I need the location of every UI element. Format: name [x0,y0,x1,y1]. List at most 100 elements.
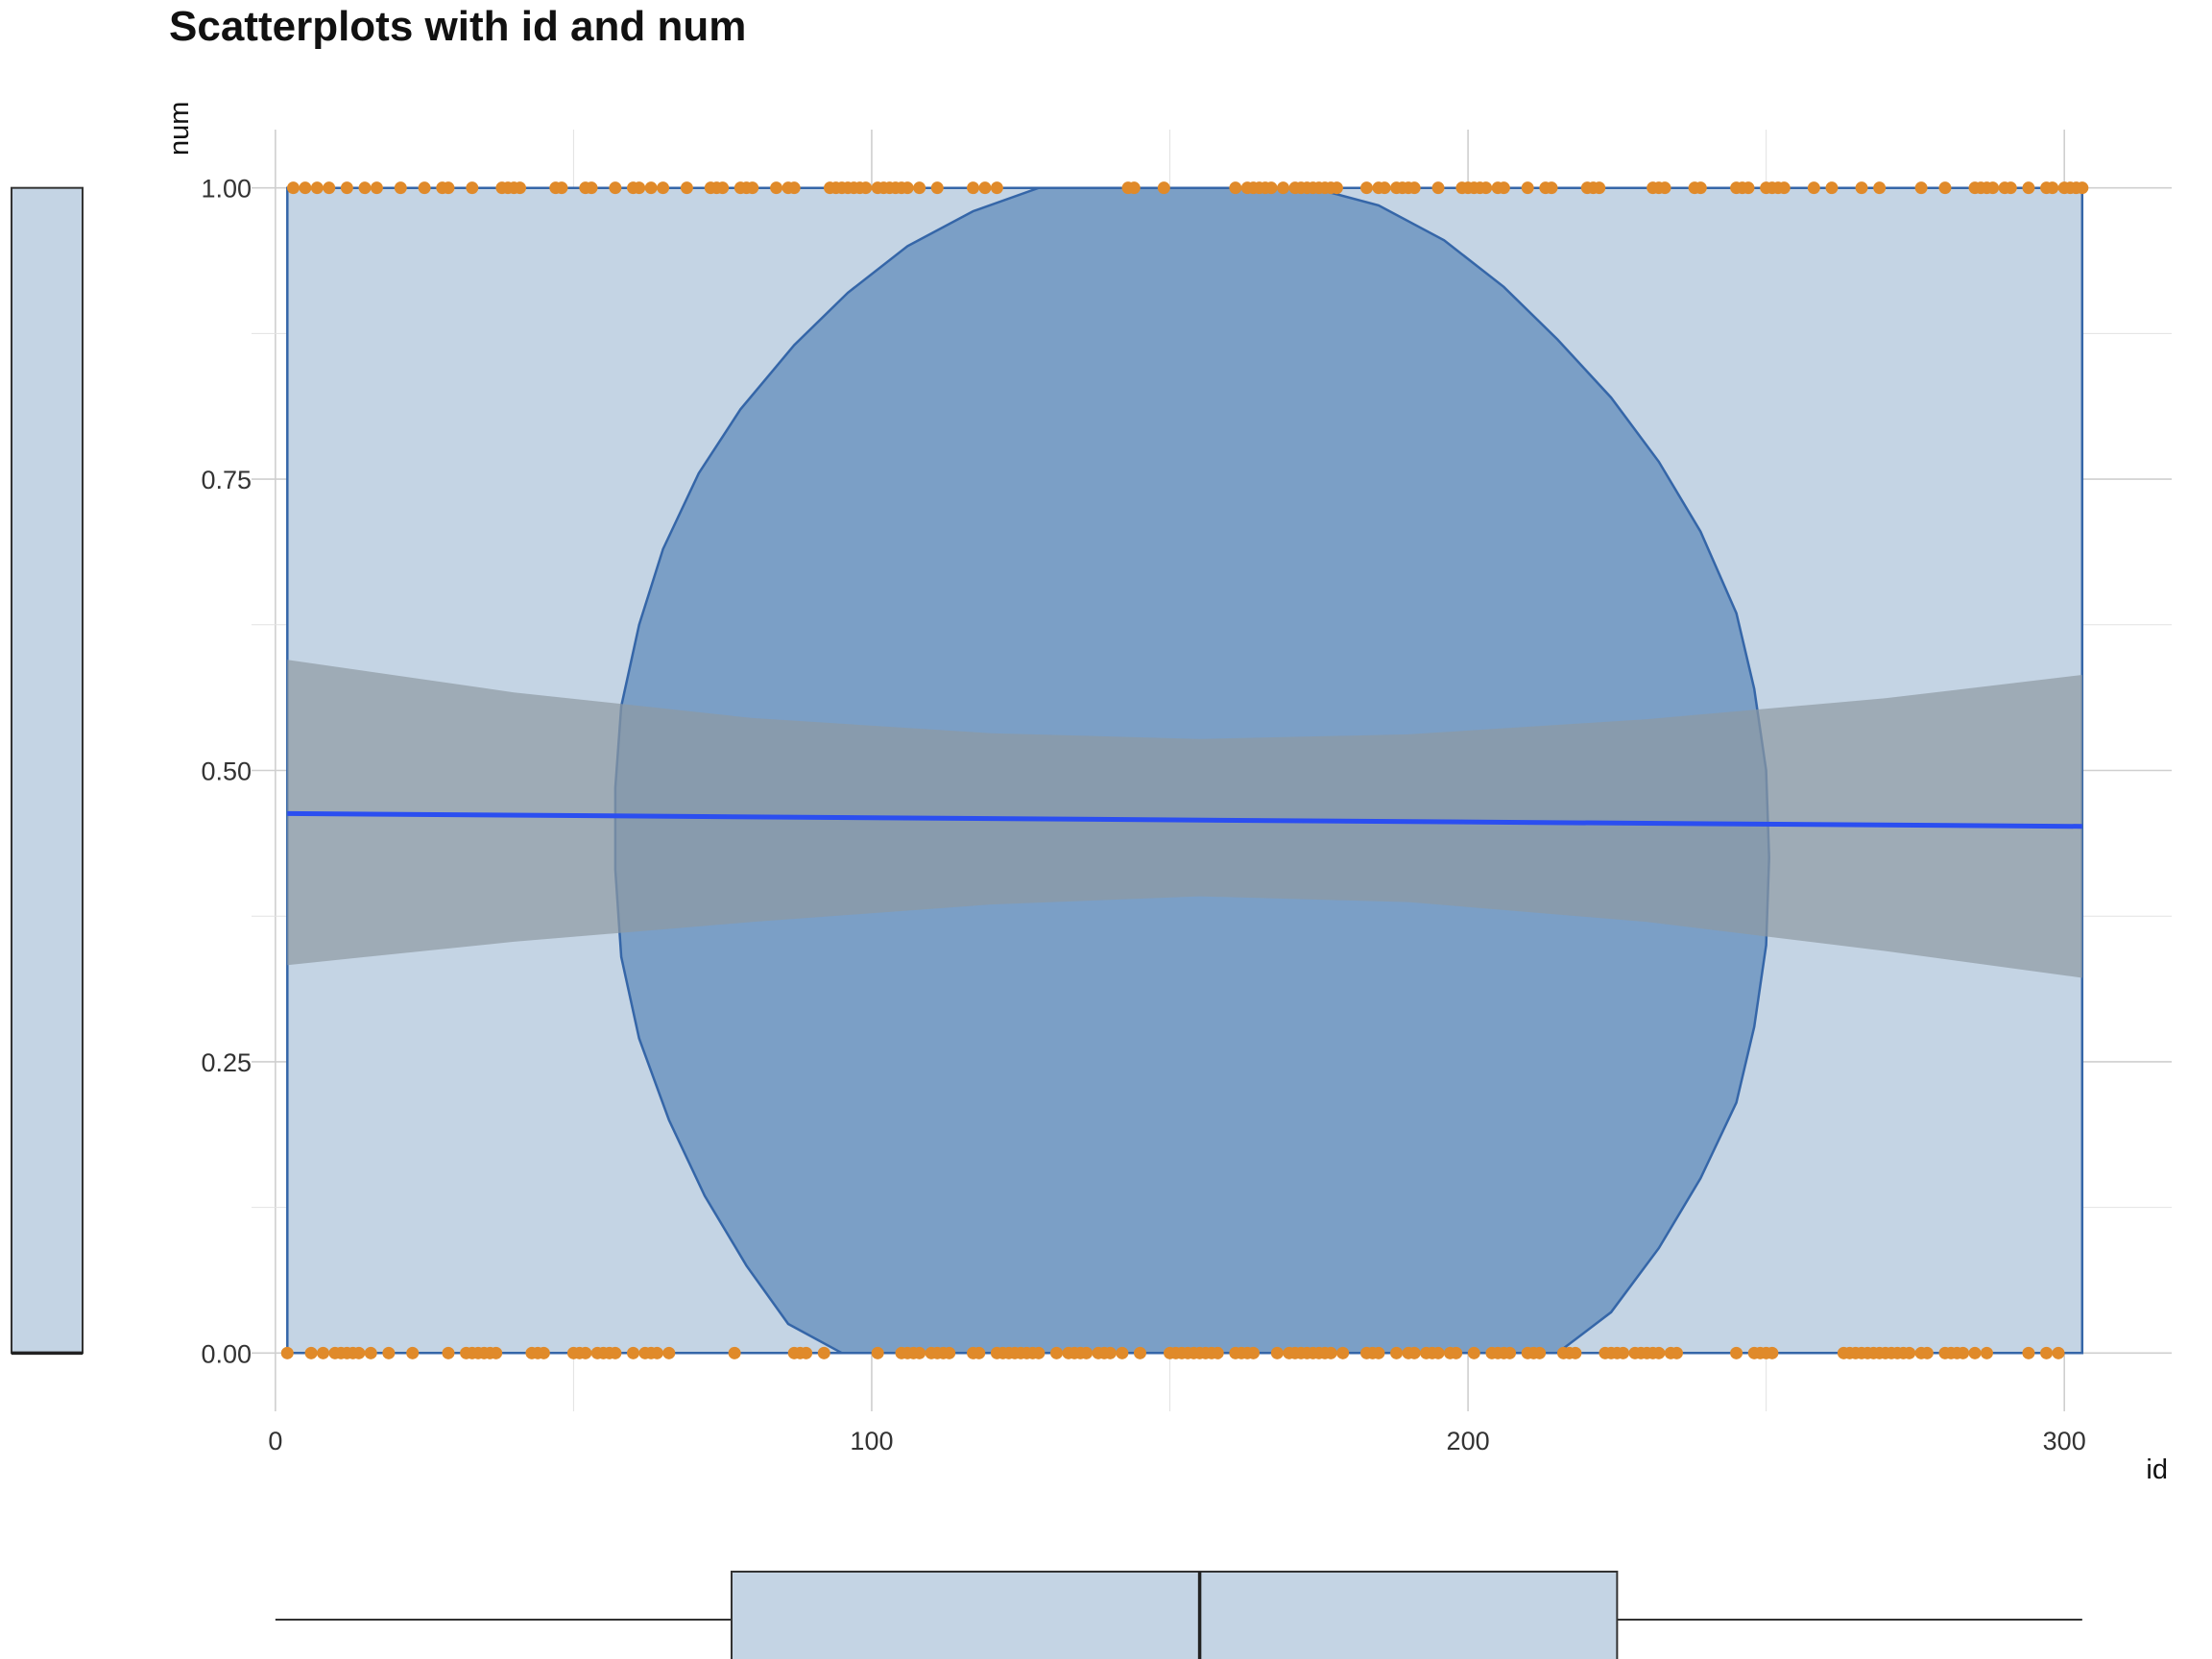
scatter-point [1390,1346,1404,1359]
scatter-point [310,181,324,195]
scatter-point [1521,181,1534,195]
y-axis-title: num [164,102,195,156]
scatter-point [746,181,759,195]
scatter-point [967,181,980,195]
scatter-point [382,1346,396,1359]
y-tick-label: 0.50 [201,757,252,786]
scatter-point [943,1346,956,1359]
scatter-point [1050,1346,1064,1359]
scatter-point [323,181,336,195]
scatter-point [442,1346,455,1359]
scatter-point [627,1346,640,1359]
scatter-point [1032,1346,1046,1359]
scatter-point [1593,181,1606,195]
scatter-point [1431,181,1445,195]
scatter-point [358,181,372,195]
scatter-point [490,1346,503,1359]
scatter-point [1080,1346,1094,1359]
scatter-point [280,1346,294,1359]
scatter-point [340,181,353,195]
scatter-point [1658,181,1671,195]
scatter-point [2052,1346,2065,1359]
scatter-point [299,181,312,195]
scatter-point [304,1346,318,1359]
scatter-point [2040,1346,2054,1359]
scatter-point [1670,1346,1683,1359]
scatter-point [662,1346,676,1359]
scatter-point [650,1346,663,1359]
scatter-point [930,181,944,195]
scatter-points [280,181,2089,1359]
scatter-point [1407,181,1421,195]
scatter-point [1133,1346,1146,1359]
x-tick-label: 0 [268,1427,282,1455]
scatter-point [394,181,407,195]
scatter-point [1264,181,1278,195]
scatter-point [364,1346,377,1359]
scatter-point [716,181,730,195]
scatter-point [1825,181,1839,195]
scatter-point [1127,181,1141,195]
scatter-point [1497,181,1510,195]
scatter-point [2076,181,2089,195]
scatter-point [2022,1346,2035,1359]
scatter-point [990,181,1003,195]
scatter-point [1277,181,1290,195]
scatter-point [680,181,693,195]
regression-line [287,810,2082,830]
scatter-point [644,181,658,195]
fit-line-layer [287,810,2082,830]
scatter-point [1116,1346,1129,1359]
scatter-point [2046,181,2059,195]
scatter-point [442,181,455,195]
scatter-point [609,181,622,195]
scatter-point [657,181,670,195]
scatter-point [370,181,383,195]
chart-title: Scatterplots with id and num [169,3,746,50]
scatter-point [579,1346,592,1359]
scatter-point [1694,181,1707,195]
scatter-point [2022,181,2035,195]
scatter-point [555,181,568,195]
y-boxplot-box [11,186,84,1355]
scatter-point [317,1346,330,1359]
scatter-point [1330,181,1343,195]
x-marginal-boxplot [275,1571,2082,1659]
scatter-point [978,181,992,195]
scatter-point [1324,1346,1337,1359]
scatter-point [913,181,926,195]
scatter-point [871,1346,884,1359]
scatter-point [585,181,598,195]
scatter-point [1103,1346,1117,1359]
scatter-point [1777,181,1791,195]
scatter-point [1617,1346,1630,1359]
y-tick-label: 0.25 [201,1048,252,1077]
scatter-point [1652,1346,1666,1359]
scatter-point [1980,1346,1993,1359]
x-tick-label: 200 [1447,1427,1490,1455]
scatter-point [1503,1346,1517,1359]
y-tick-label: 0.00 [201,1339,252,1368]
y-marginal-boxplot [11,186,84,1356]
scatter-point [1855,181,1868,195]
scatter-point [1157,181,1170,195]
scatter-point [1450,1346,1463,1359]
scatter-point [1938,181,1952,195]
scatter-point [1229,181,1242,195]
scatter-point [1920,1346,1934,1359]
scatter-point [1270,1346,1284,1359]
x-tick-label: 300 [2043,1427,2086,1455]
scatter-point [1766,1346,1779,1359]
scatter-point [1378,181,1391,195]
x-axis-ticks: 0 100 200 300 [268,1427,2085,1455]
scatter-point [1569,1346,1582,1359]
scatter-point [1968,1346,1982,1359]
scatter-point [787,181,801,195]
scatter-point [728,1346,741,1359]
scatter-point [1807,181,1820,195]
scatter-point [913,1346,926,1359]
scatter-point [1533,1346,1547,1359]
x-boxplot-box [731,1571,1619,1659]
scatter-point [1957,1346,1970,1359]
scatter-point [466,181,479,195]
